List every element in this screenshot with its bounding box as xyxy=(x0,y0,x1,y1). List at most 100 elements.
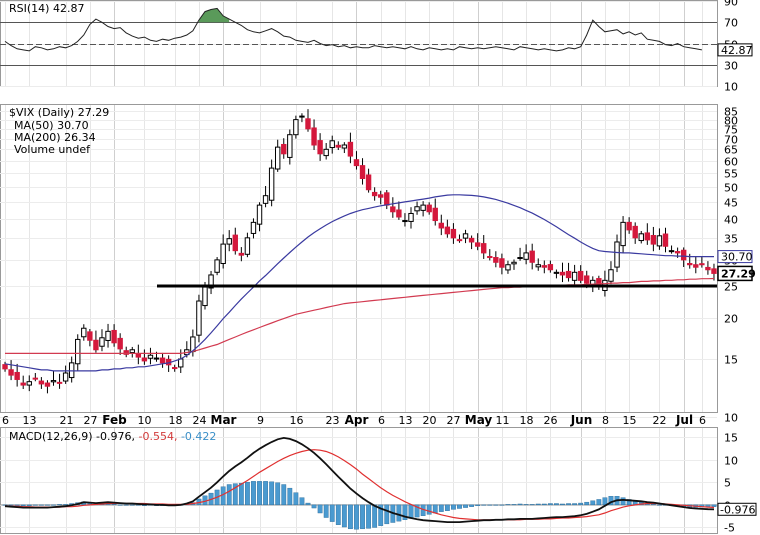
macd-histogram-bar xyxy=(426,504,432,515)
candle-down xyxy=(565,270,572,279)
macd-histogram-bar xyxy=(38,504,44,506)
candle-down xyxy=(444,226,451,235)
macd-histogram-bar xyxy=(408,504,414,519)
macd-legend: MACD(12,26,9) -0.976, -0.554, -0.422 xyxy=(9,430,216,443)
macd-line xyxy=(4,436,715,523)
price-tick-label: 80 xyxy=(724,115,738,128)
macd-frame xyxy=(0,427,718,534)
macd-histogram-bar xyxy=(51,504,56,506)
macd-histogram-bar xyxy=(257,481,262,506)
x-tick-label: 21 xyxy=(60,414,74,427)
price-tick-label: 25 xyxy=(724,281,738,294)
x-tick-label: 6 xyxy=(699,414,706,427)
macd-histogram-bar xyxy=(560,503,565,506)
x-tick-label: 13 xyxy=(399,414,413,427)
macd-histogram-bar xyxy=(511,504,517,506)
candle-up xyxy=(299,115,305,118)
candle-down xyxy=(171,367,178,370)
macd-tick-label: 5 xyxy=(724,477,731,490)
ma50-line xyxy=(4,194,714,372)
candle-down xyxy=(371,191,378,197)
candle-up xyxy=(62,372,69,382)
macd-panel xyxy=(0,436,717,530)
vix-legend: $VIX (Daily) 27.29 xyxy=(9,106,109,119)
macd-histogram-bar xyxy=(481,504,487,506)
candle-down xyxy=(141,357,148,362)
macd-histogram-bar xyxy=(32,504,38,506)
price-tick-label: 50 xyxy=(724,182,738,195)
candle-down xyxy=(705,266,711,271)
macd-last-value: -0.976 xyxy=(720,503,755,516)
rsi-tick-label: 90 xyxy=(724,0,738,9)
candle-down xyxy=(438,222,445,229)
candle-up xyxy=(656,235,663,247)
candle-down xyxy=(111,329,117,344)
macd-histogram-bar xyxy=(505,504,511,506)
candle-down xyxy=(281,143,287,155)
price-tick-label: 20 xyxy=(724,313,738,326)
candle-up xyxy=(505,264,511,271)
x-tick-label: 10 xyxy=(138,414,152,427)
candle-down xyxy=(711,268,717,274)
candle-up xyxy=(287,134,293,158)
rsi-panel xyxy=(0,7,717,66)
ma50-legend: MA(50) 30.70 xyxy=(14,119,89,132)
candle-down xyxy=(384,192,390,206)
candle-up xyxy=(608,269,614,282)
macd-histogram-bar xyxy=(26,504,32,506)
macd-histogram-bar xyxy=(414,504,420,518)
x-tick-label: 22 xyxy=(653,414,667,427)
candle-up xyxy=(511,261,517,265)
candle-up xyxy=(620,221,626,247)
ma200-line xyxy=(5,277,715,354)
x-tick-label: Jun xyxy=(570,413,593,427)
macd-histogram-bar xyxy=(323,504,329,518)
candle-down xyxy=(44,382,51,387)
candle-down xyxy=(365,174,372,191)
x-tick-label: 24 xyxy=(193,414,207,427)
macd-histogram-bar xyxy=(245,482,250,506)
candle-down xyxy=(699,263,705,266)
candle-up xyxy=(341,144,348,149)
candle-down xyxy=(123,350,129,355)
rsi-tick-label: 10 xyxy=(724,81,738,94)
last-price-box xyxy=(717,265,753,282)
candle-down xyxy=(493,257,499,263)
candle-up xyxy=(408,212,414,222)
rsi-legend: RSI(14) 42.87 xyxy=(9,2,84,15)
candle-down xyxy=(547,264,554,271)
macd-legend-macd: MACD(12,26,9) -0.976, xyxy=(9,430,139,443)
macd-last-value-box xyxy=(717,502,757,516)
candle-up xyxy=(614,241,620,268)
candle-down xyxy=(238,252,245,256)
candle-up xyxy=(668,250,675,253)
candle-down xyxy=(559,271,566,276)
macd-histogram-bar xyxy=(63,504,69,506)
macd-histogram-bar xyxy=(566,503,571,506)
ma200-legend: MA(200) 26.34 xyxy=(14,131,96,144)
x-tick-label: 27 xyxy=(84,414,98,427)
candle-down xyxy=(87,331,93,341)
candle-down xyxy=(632,225,638,239)
macd-histogram-bar xyxy=(111,503,117,506)
x-tick-label: 6 xyxy=(2,414,9,427)
candle-up xyxy=(178,358,184,368)
rsi-line xyxy=(4,7,702,52)
price-tick-label: 85 xyxy=(724,106,738,119)
macd-histogram-bar xyxy=(499,504,505,506)
price-tick-label: 15 xyxy=(724,354,738,367)
macd-histogram-bar xyxy=(535,503,541,506)
volume-legend: Volume undef xyxy=(14,143,91,156)
macd-histogram-bar xyxy=(529,504,535,506)
macd-histogram-bar xyxy=(366,504,371,529)
macd-histogram-bar xyxy=(251,481,256,506)
macd-histogram-bar xyxy=(469,504,474,507)
candle-down xyxy=(662,233,669,247)
candle-up xyxy=(571,271,578,281)
candle-up xyxy=(420,204,426,211)
x-tick-label: Jul xyxy=(675,413,693,427)
macd-histogram-bar xyxy=(572,503,578,506)
candle-up xyxy=(105,330,111,341)
rsi-last-value-box xyxy=(717,43,753,57)
macd-histogram-bar xyxy=(493,504,499,506)
